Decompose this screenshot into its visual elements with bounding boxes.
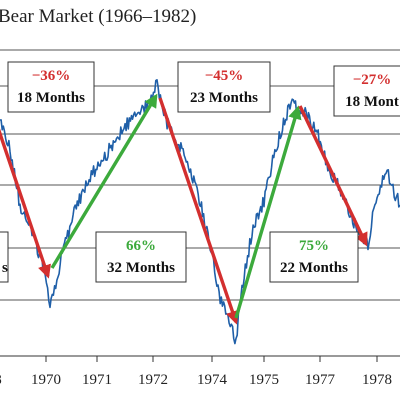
decline-arrow-3	[158, 97, 239, 325]
x-tick-label: 1977	[305, 372, 336, 388]
annotation-boxes: −36% 18 Months 66% 32 Months −45% 23 Months 75…	[0, 61, 400, 283]
decline-arrow-1	[0, 128, 51, 279]
annotation-duration: s	[2, 260, 8, 276]
x-axis-tick-labels: 8 1970 1971 1972 1974 1975 1977 1978	[0, 355, 400, 388]
advance-arrow-2	[50, 93, 158, 269]
annotation-percent: −27%	[353, 72, 392, 88]
annotation-box-2: 66% 32 Months	[95, 231, 187, 283]
annotation-duration: 18 Months	[17, 90, 85, 106]
x-tick-label: 1978	[362, 372, 392, 388]
annotation-percent: 66%	[126, 238, 156, 254]
advance-arrow-4	[234, 105, 302, 319]
annotation-box-partial: s	[0, 231, 9, 283]
index-series-line	[0, 79, 400, 345]
annotation-duration: 23 Months	[190, 90, 258, 106]
annotation-percent: 75%	[299, 238, 329, 254]
annotation-duration: 32 Months	[107, 260, 175, 276]
annotation-percent: −36%	[32, 68, 71, 84]
annotation-box-1: −36% 18 Months	[7, 61, 95, 113]
annotation-duration: 22 Months	[280, 260, 348, 276]
x-tick-label: 8	[0, 372, 2, 388]
trend-arrows	[0, 93, 368, 325]
x-tick-label: 1972	[138, 372, 168, 388]
annotation-box-3: −45% 23 Months	[177, 61, 271, 113]
chart-title: Bear Market (1966–1982)	[0, 6, 196, 27]
x-tick-label: 1971	[82, 372, 112, 388]
annotation-duration: 18 Mont	[345, 94, 399, 110]
annotation-box-4: 75% 22 Months	[269, 231, 359, 283]
decline-arrow-5	[298, 105, 368, 247]
x-tick-label: 1970	[31, 372, 61, 388]
annotation-percent: −45%	[205, 68, 244, 84]
x-tick-label: 1975	[249, 372, 279, 388]
x-tick-label: 1974	[197, 372, 228, 388]
annotation-box-5: −27% 18 Mont	[333, 65, 400, 117]
